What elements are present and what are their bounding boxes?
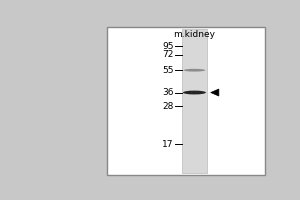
Ellipse shape [184,69,205,72]
Text: m.kidney: m.kidney [173,30,215,39]
Text: 95: 95 [162,42,173,51]
Bar [107,27,266,175]
Polygon shape [211,89,219,96]
Text: 36: 36 [162,88,173,97]
Text: 17: 17 [162,140,173,149]
Ellipse shape [183,91,206,94]
Bar [182,29,207,173]
Text: 55: 55 [162,66,173,75]
Text: 28: 28 [162,102,173,111]
Text: 72: 72 [162,50,173,59]
